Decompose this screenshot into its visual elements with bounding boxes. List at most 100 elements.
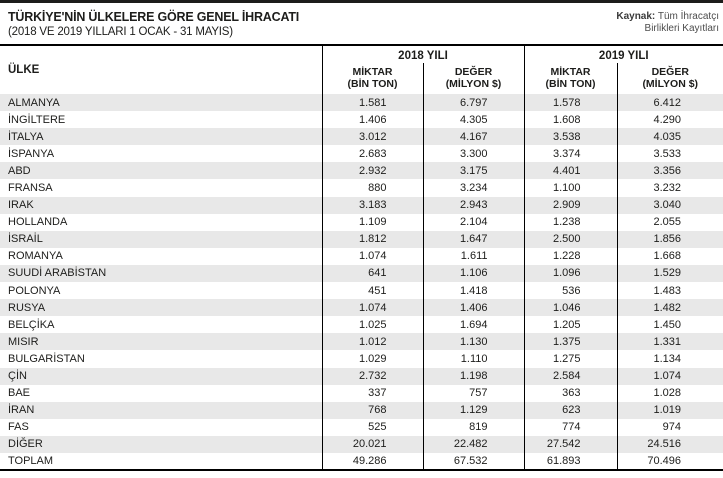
value-cell: 1.025 (321, 316, 423, 334)
page-subtitle: (2018 VE 2019 YILLARI 1 OCAK - 31 MAYIS) (8, 26, 233, 38)
country-cell: ABD (8, 164, 31, 177)
value-cell: 623 (523, 401, 617, 419)
country-cell: HOLLANDA (8, 216, 68, 229)
country-cell: ALMANYA (8, 96, 60, 109)
country-cell: FRANSA (8, 182, 53, 195)
value-cell: 1.109 (321, 213, 423, 231)
page-title: TÜRKİYE'NİN ÜLKELERE GÖRE GENEL İHRACATI (8, 10, 300, 24)
country-cell: POLONYA (8, 284, 61, 297)
value-cell: 3.040 (616, 196, 723, 214)
table-row: ÇİN 2.732 1.198 2.584 1.074 (0, 367, 723, 385)
value-cell: 1.578 (523, 94, 617, 112)
value-cell: 1.198 (422, 367, 524, 385)
value-cell: 2.584 (523, 367, 617, 385)
value-cell: 2.932 (321, 162, 423, 180)
country-cell: İSRAİL (8, 233, 43, 246)
value-cell: 1.647 (422, 230, 524, 248)
table-row: İTALYA 3.012 4.167 3.538 4.035 (0, 128, 723, 146)
value-cell: 1.129 (422, 401, 524, 419)
country-cell: FAS (8, 421, 29, 434)
value-cell: 1.406 (321, 111, 423, 129)
value-cell: 1.110 (422, 350, 524, 368)
value-cell: 3.232 (616, 179, 723, 197)
value-cell: 22.482 (422, 435, 524, 453)
source-text-2: Birlikleri Kayıtları (644, 23, 719, 34)
value-cell: 20.021 (321, 435, 423, 453)
source-text-1: Tüm İhracatçı (657, 11, 719, 22)
title-block: TÜRKİYE'NİN ÜLKELERE GÖRE GENEL İHRACATI… (8, 10, 299, 39)
column-header-2018-miktar: MİKTAR (BİN TON) (321, 63, 423, 94)
country-cell: İNGİLTERE (8, 113, 66, 126)
value-cell: 1.205 (523, 316, 617, 334)
value-cell: 974 (616, 418, 723, 436)
value-cell: 1.331 (616, 333, 723, 351)
column-header-2018-deger: DEĞER (MİLYON $) (422, 63, 524, 94)
value-cell: 536 (523, 282, 617, 300)
value-cell: 3.175 (422, 162, 524, 180)
value-cell: 1.482 (616, 299, 723, 317)
value-cell: 337 (321, 384, 423, 402)
value-cell: 1.483 (616, 282, 723, 300)
table-row: ROMANYA 1.074 1.611 1.228 1.668 (0, 247, 723, 265)
table-row: FAS 525 819 774 974 (0, 418, 723, 436)
value-cell: 451 (321, 282, 423, 300)
value-cell: 3.533 (616, 145, 723, 163)
value-cell: 819 (422, 418, 524, 436)
value-cell: 1.074 (321, 247, 423, 265)
value-cell: 1.012 (321, 333, 423, 351)
value-cell: 4.035 (616, 128, 723, 146)
value-cell: 1.608 (523, 111, 617, 129)
value-cell: 2.943 (422, 196, 524, 214)
subcol-unit: (MİLYON $) (642, 77, 699, 90)
country-cell: İRAN (8, 404, 35, 417)
subcol-unit: (MİLYON $) (445, 77, 502, 90)
value-cell: 1.046 (523, 299, 617, 317)
source-label: Kaynak: (616, 11, 656, 22)
value-cell: 363 (523, 384, 617, 402)
value-cell: 6.412 (616, 94, 723, 112)
value-cell: 1.668 (616, 247, 723, 265)
value-cell: 1.238 (523, 213, 617, 231)
year-header-2019: 2019 YILI (523, 45, 723, 63)
value-cell: 1.529 (616, 264, 723, 283)
table-row: BULGARİSTAN 1.029 1.110 1.275 1.134 (0, 350, 723, 368)
table-row: DİĞER 20.021 22.482 27.542 24.516 (0, 435, 723, 453)
source-note: Kaynak: Tüm İhracatçı Birlikleri Kayıtla… (616, 10, 719, 35)
table-row: POLONYA 451 1.418 536 1.483 (0, 282, 723, 300)
subcol-unit: (BİN TON) (347, 77, 398, 90)
value-cell: 1.812 (321, 230, 423, 248)
value-cell: 24.516 (616, 435, 723, 453)
table-row: HOLLANDA 1.109 2.104 1.238 2.055 (0, 213, 723, 231)
value-cell: 3.356 (616, 162, 723, 180)
table-row: İSRAİL 1.812 1.647 2.500 1.856 (0, 230, 723, 248)
value-cell: 2.055 (616, 213, 723, 231)
value-cell: 525 (321, 418, 423, 436)
value-cell: 2.909 (523, 196, 617, 214)
value-cell: 880 (321, 179, 423, 197)
subcol-label: DEĞER (454, 65, 493, 78)
country-cell: İTALYA (8, 130, 44, 143)
table-body: ALMANYA 1.581 6.797 1.578 6.412 İNGİLTERE 1.40… (0, 94, 723, 471)
subcol-label: DEĞER (651, 65, 689, 78)
value-cell: 1.019 (616, 401, 723, 419)
subcol-label: MİKTAR (352, 65, 393, 78)
value-cell: 3.538 (523, 128, 617, 146)
value-cell: 6.797 (422, 94, 524, 112)
value-cell: 3.234 (422, 179, 524, 197)
table-header: ÜLKE 2018 YILI 2019 YILI MİKTAR (BİN TON… (0, 45, 723, 94)
table-row: SUUDİ ARABİSTAN 641 1.106 1.096 1.529 (0, 264, 723, 283)
value-cell: 2.683 (321, 145, 423, 163)
year-header-row: ÜLKE 2018 YILI 2019 YILI (0, 45, 723, 76)
source-line-1: Kaynak: Tüm İhracatçı (616, 11, 719, 23)
table-row: BAE 337 757 363 1.028 (0, 384, 723, 402)
value-cell: 1.074 (616, 367, 723, 385)
value-cell: 1.100 (523, 179, 617, 197)
year-header-2018: 2018 YILI (321, 45, 524, 63)
value-cell: 1.228 (523, 247, 617, 265)
value-cell: 1.106 (422, 264, 524, 283)
table-row: TOPLAM 49.286 67.532 61.893 70.496 (0, 452, 723, 471)
country-cell: ROMANYA (8, 250, 63, 263)
value-cell: 3.012 (321, 128, 423, 146)
country-cell: MISIR (8, 335, 39, 348)
column-header-2019-miktar: MİKTAR (BİN TON) (523, 63, 617, 94)
